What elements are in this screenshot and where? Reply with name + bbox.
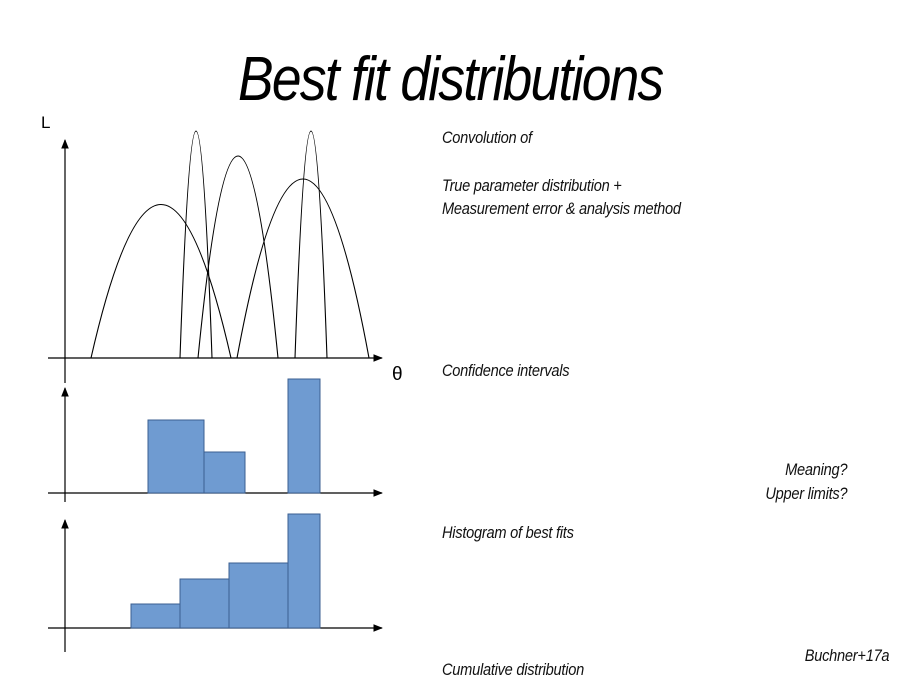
histogram-bar [130, 603, 181, 629]
y-axis-label: L [41, 113, 51, 132]
confidence-panel [48, 378, 383, 502]
note-histogram: Histogram of best fits [442, 523, 574, 542]
likelihood-curve [236, 178, 370, 359]
histogram-bar [228, 562, 289, 629]
note-convolution: Convolution of [442, 128, 532, 147]
note-measurement: Measurement error & analysis method [442, 199, 681, 218]
histogram-bar [179, 578, 230, 629]
x-axis-label: θ [392, 364, 403, 385]
likelihood-panel [48, 130, 383, 383]
note-confidence: Confidence intervals [442, 361, 570, 380]
interval-bar [203, 451, 246, 494]
interval-bar [287, 378, 321, 494]
note-meaning: Meaning? [784, 460, 847, 479]
likelihood-curve [294, 130, 328, 359]
histogram-bar [287, 513, 321, 629]
likelihood-curve [197, 155, 279, 359]
note-cumulative: Cumulative distribution [442, 660, 584, 679]
histogram-panel [48, 513, 383, 652]
likelihood-curve [90, 203, 232, 359]
note-upper-limits: Upper limits? [765, 484, 847, 503]
note-true-parameter: True parameter distribution + [442, 176, 622, 195]
slide-title: Best fit distributions [238, 45, 664, 114]
citation: Buchner+17a [804, 646, 889, 665]
interval-bar [147, 419, 205, 494]
likelihood-curve [179, 130, 213, 359]
